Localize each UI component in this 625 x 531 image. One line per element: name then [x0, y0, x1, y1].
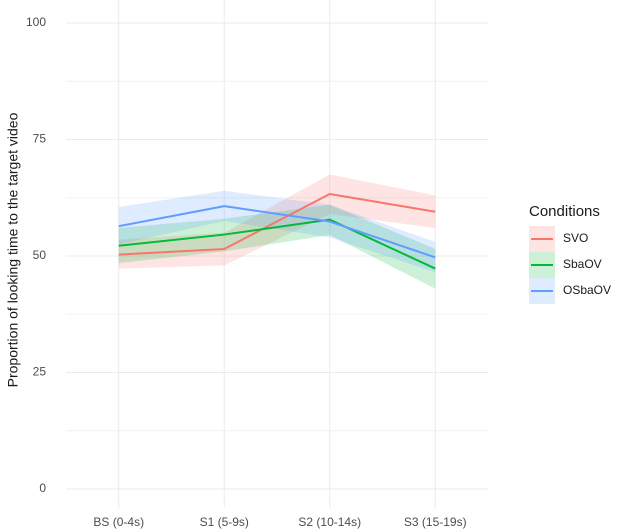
major-gridlines	[66, 0, 488, 508]
confidence-bands	[118, 174, 436, 289]
y-axis-title: Proportion of looking time to the target…	[5, 112, 21, 387]
legend-keys: SVO SbaOV OSbaOV	[529, 226, 611, 304]
legend-title: Conditions	[529, 203, 600, 220]
x-tick-label: BS (0-4s)	[93, 515, 144, 529]
legend-label: OSbaOV	[563, 283, 611, 297]
y-tick-label: 25	[33, 365, 47, 379]
y-axis-ticks: 0 25 50 75 100	[26, 15, 46, 495]
series-line-sbaov	[118, 218, 436, 270]
y-tick-label: 100	[26, 15, 46, 29]
x-tick-label: S3 (15-19s)	[404, 515, 467, 529]
x-tick-label: S1 (5-9s)	[200, 515, 249, 529]
series-lines	[118, 193, 436, 270]
x-axis-ticks: BS (0-4s) S1 (5-9s) S2 (10-14s) S3 (15-19s)	[93, 515, 466, 529]
x-tick-label: S2 (10-14s)	[298, 515, 361, 529]
legend-label: SbaOV	[563, 257, 602, 271]
y-tick-label: 0	[39, 481, 46, 495]
legend-item-svo: SVO	[529, 226, 588, 252]
series-line-osbaov	[118, 205, 436, 259]
legend-item-sbaov: SbaOV	[529, 252, 602, 278]
legend-label: SVO	[563, 231, 588, 245]
series-line-svo	[118, 193, 436, 256]
legend: Conditions SVO SbaOV OSbaOV	[529, 203, 611, 304]
confidence-band-sbaov	[118, 204, 436, 289]
legend-item-osbaov: OSbaOV	[529, 278, 611, 304]
minor-gridlines	[66, 80, 488, 432]
y-tick-label: 75	[33, 132, 47, 146]
y-tick-label: 50	[33, 248, 47, 262]
